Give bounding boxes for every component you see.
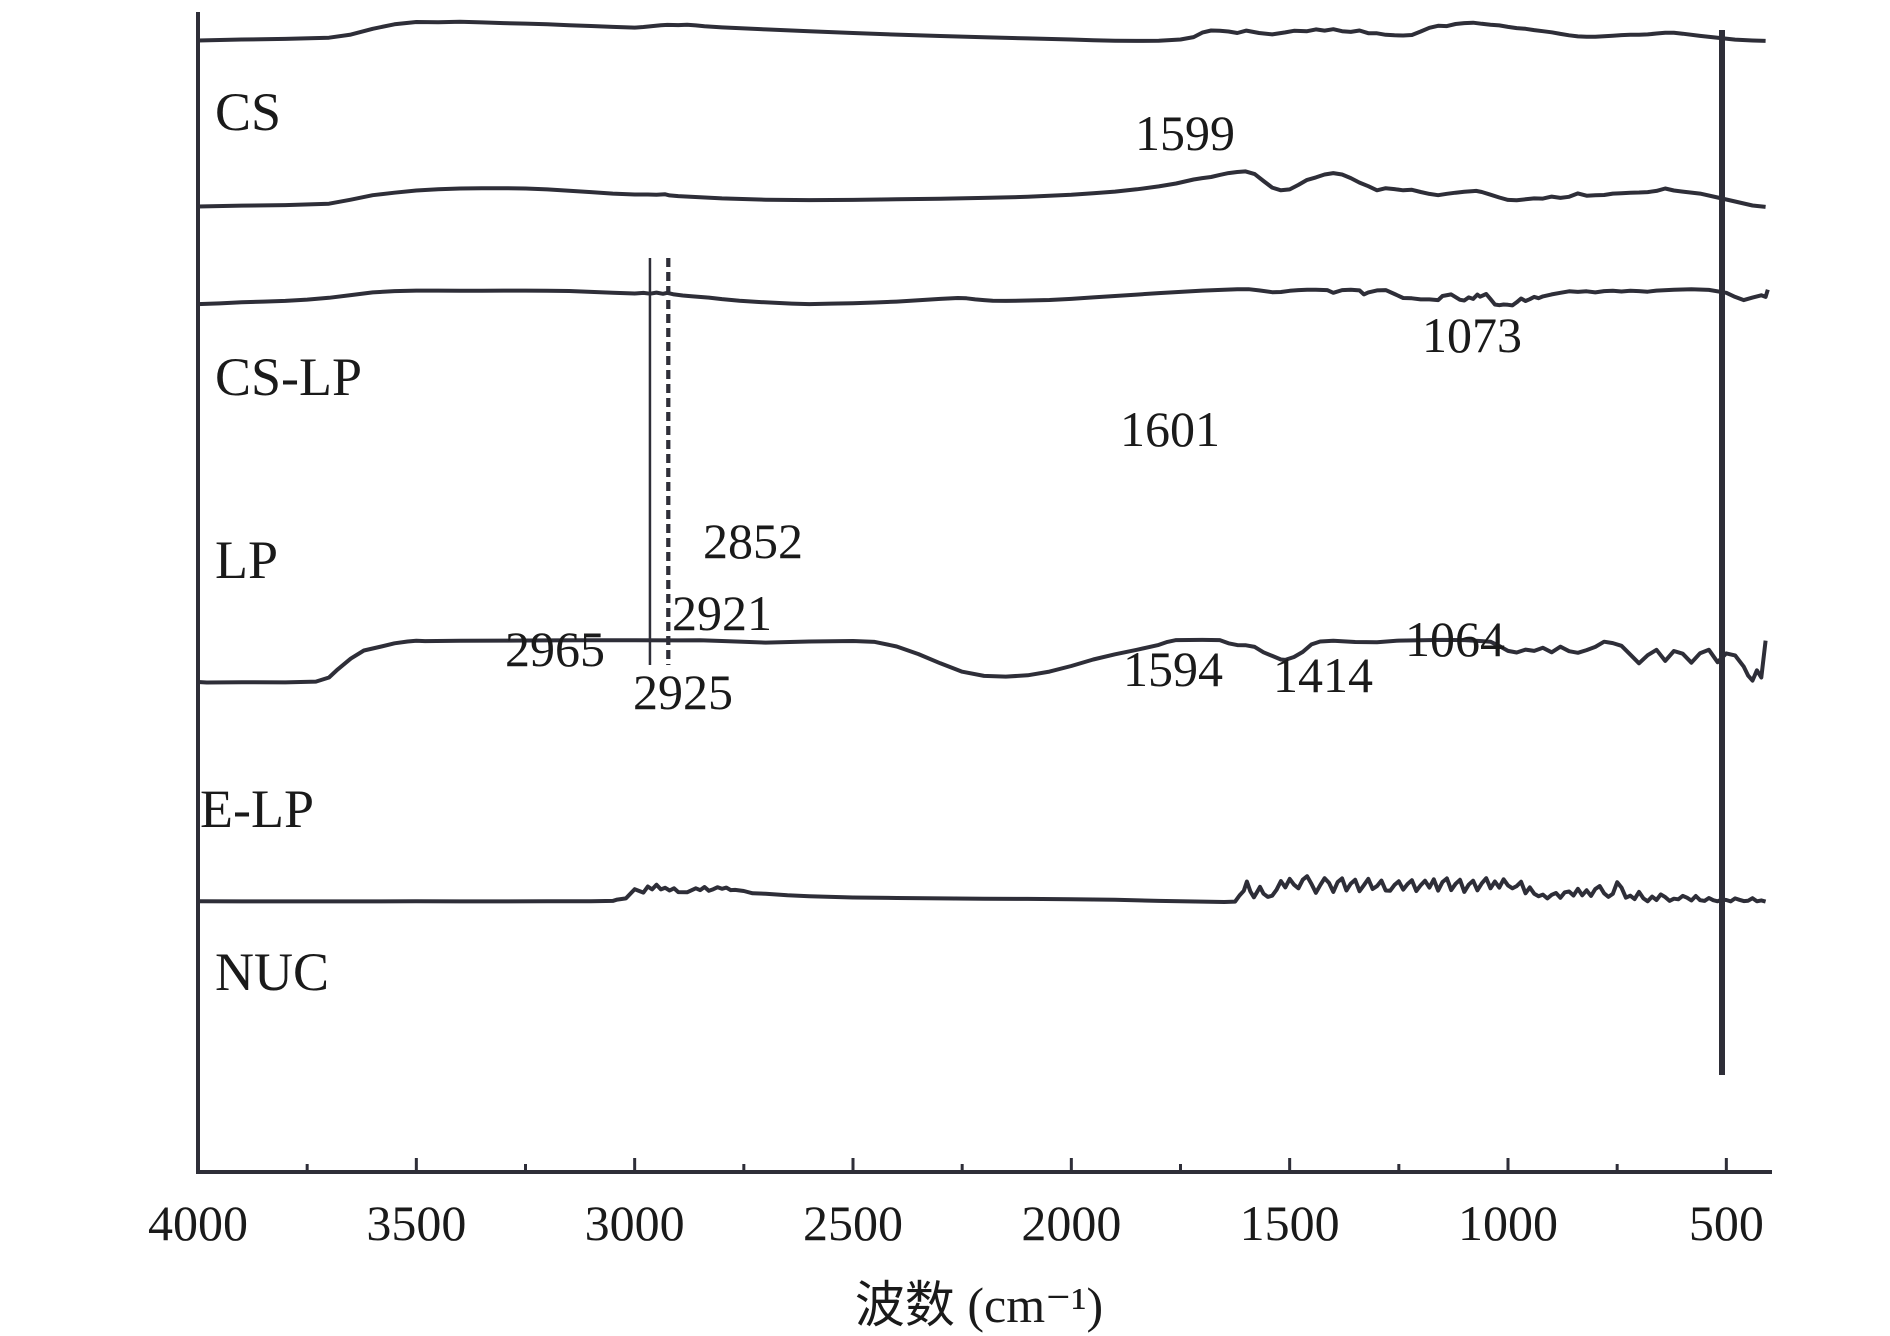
curve-label-lp: LP xyxy=(215,530,278,590)
peak-label-1594: 1594 xyxy=(1123,641,1223,697)
series-line-lp xyxy=(197,287,1770,308)
x-tick-labels: 4000 3500 3000 2500 2000 1500 1000 500 xyxy=(148,1195,1764,1251)
peak-label-2921: 2921 xyxy=(672,585,772,641)
peak-label-1599: 1599 xyxy=(1135,105,1235,161)
curve-label-cs-lp: CS-LP xyxy=(215,347,362,407)
x-tick-label: 2500 xyxy=(803,1195,903,1251)
x-tick-label: 500 xyxy=(1689,1195,1764,1251)
peak-label-1064: 1064 xyxy=(1405,611,1505,667)
x-tick-label: 1500 xyxy=(1240,1195,1340,1251)
reference-lines xyxy=(648,258,671,665)
x-tick-label: 3000 xyxy=(585,1195,685,1251)
curve-labels: CS CS-LP LP E-LP NUC xyxy=(200,82,362,1002)
peak-label-2852: 2852 xyxy=(703,513,803,569)
x-tick-label: 3500 xyxy=(366,1195,466,1251)
peak-label-1601: 1601 xyxy=(1120,401,1220,457)
series-line-e-lp xyxy=(197,637,1768,685)
curve-label-nuc: NUC xyxy=(215,942,329,1002)
peak-label-1414: 1414 xyxy=(1273,647,1373,703)
peak-label-2965: 2965 xyxy=(505,621,605,677)
x-tick-label: 4000 xyxy=(148,1195,248,1251)
series-line-cs xyxy=(197,19,1766,43)
series-line-nuc xyxy=(197,874,1767,904)
x-tick-label: 1000 xyxy=(1458,1195,1558,1251)
series-group xyxy=(197,19,1770,904)
series-line-cs-lp xyxy=(197,169,1766,209)
peak-label-2925: 2925 xyxy=(633,664,733,720)
curve-label-cs: CS xyxy=(215,82,281,142)
x-axis-title: 波数 (cm⁻¹) xyxy=(855,1277,1103,1333)
peak-annotations: 1599 1601 1073 2852 2921 2965 2925 1594 1414 1064 xyxy=(505,105,1522,720)
x-tick-label: 2000 xyxy=(1021,1195,1121,1251)
axes xyxy=(196,12,1772,1174)
peak-label-1073: 1073 xyxy=(1422,307,1522,363)
curve-label-e-lp: E-LP xyxy=(200,779,314,839)
